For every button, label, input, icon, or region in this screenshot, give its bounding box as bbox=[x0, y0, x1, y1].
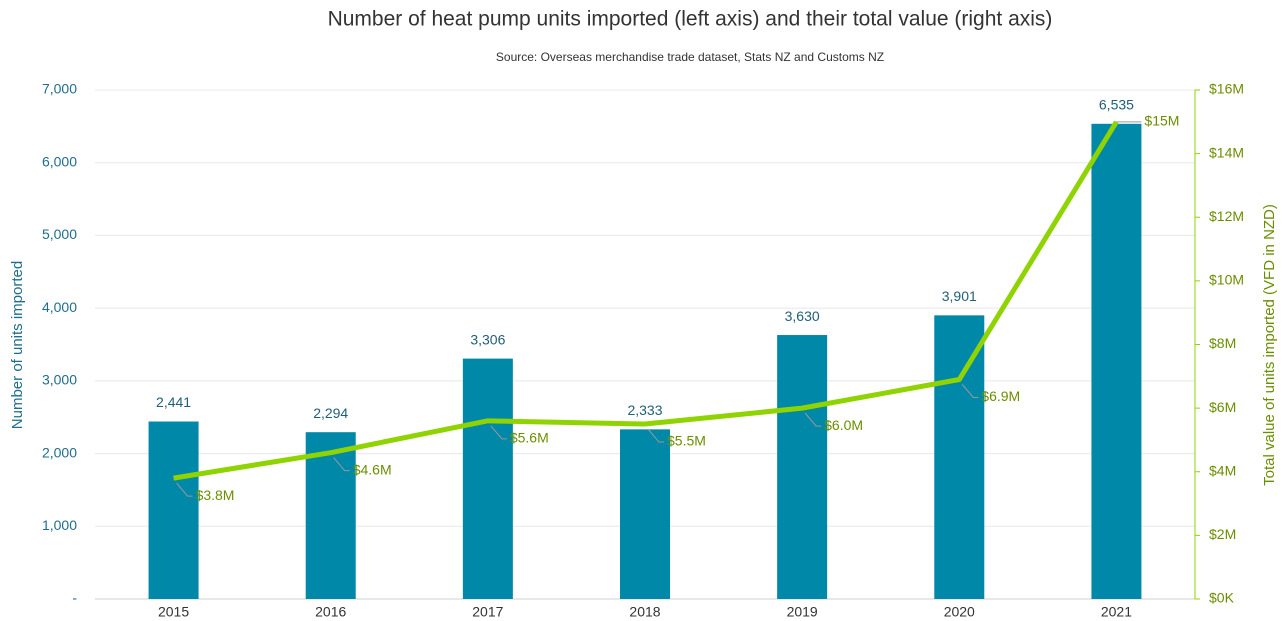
line-value-label: $6.9M bbox=[981, 388, 1020, 404]
bar bbox=[148, 421, 199, 599]
line-value-label: $4.6M bbox=[353, 461, 392, 477]
bar-value-label: 6,535 bbox=[1099, 97, 1134, 113]
chart-title: Number of heat pump units imported (left… bbox=[328, 8, 1053, 31]
bar-value-label: 3,306 bbox=[470, 331, 505, 347]
bar bbox=[934, 315, 985, 599]
y-tick-label: 6,000 bbox=[42, 153, 77, 169]
x-tick-label: 2016 bbox=[315, 604, 346, 620]
leader-line bbox=[333, 457, 350, 472]
y-tick-label: 4,000 bbox=[42, 299, 77, 315]
line-value-label: $5.6M bbox=[510, 430, 549, 446]
x-tick-label: 2020 bbox=[944, 604, 975, 620]
bar-value-label: 2,294 bbox=[313, 405, 348, 421]
y2-tick-label: $14M bbox=[1209, 144, 1244, 160]
leader-line bbox=[804, 412, 822, 427]
line-value-label: $5.5M bbox=[667, 433, 706, 449]
y-tick-label: 1,000 bbox=[42, 517, 77, 533]
bar-value-label: 3,901 bbox=[942, 288, 977, 304]
bar bbox=[777, 335, 828, 599]
leader-line bbox=[176, 482, 193, 497]
line bbox=[173, 120, 1119, 481]
chart-subtitle: Source: Overseas merchandise trade datas… bbox=[496, 50, 884, 64]
y-tick-label: - bbox=[72, 590, 77, 606]
bar-value-label: 3,630 bbox=[785, 308, 820, 324]
x-tick-label: 2019 bbox=[787, 604, 818, 620]
bar bbox=[305, 432, 356, 599]
bar bbox=[620, 429, 670, 599]
x-tick-label: 2018 bbox=[629, 604, 660, 620]
y2-tick-label: $16M bbox=[1209, 81, 1244, 97]
bar bbox=[1091, 123, 1142, 600]
leader-line bbox=[961, 384, 979, 398]
y-tick-label: 2,000 bbox=[42, 444, 77, 460]
y-tick-label: 3,000 bbox=[42, 372, 77, 388]
bar-value-label: 2,333 bbox=[627, 402, 662, 418]
y-axis-title: Number of units imported bbox=[9, 261, 26, 429]
bar bbox=[462, 358, 513, 599]
x-tick-label: 2015 bbox=[158, 604, 189, 620]
y2-tick-label: $6M bbox=[1209, 399, 1236, 415]
y2-tick-label: $4M bbox=[1209, 462, 1236, 478]
y2-tick-label: $12M bbox=[1209, 208, 1244, 224]
bar-value-label: 2,441 bbox=[156, 394, 191, 410]
y2-axis-title: Total value of units imported (VFD in NZ… bbox=[1261, 204, 1278, 486]
x-tick-label: 2017 bbox=[472, 604, 503, 620]
line-value-label: $3.8M bbox=[196, 487, 235, 503]
leader-line bbox=[647, 428, 664, 443]
y2-tick-label: $2M bbox=[1209, 526, 1236, 542]
y2-tick-label: $8M bbox=[1209, 335, 1236, 351]
line-value-label: $15M bbox=[1144, 113, 1179, 129]
y-tick-label: 7,000 bbox=[42, 81, 77, 97]
x-tick-label: 2021 bbox=[1101, 604, 1132, 620]
y-tick-label: 5,000 bbox=[42, 226, 77, 242]
line-value-label: $6.0M bbox=[824, 417, 863, 433]
y2-tick-label: $0K bbox=[1209, 590, 1235, 606]
y2-tick-label: $10M bbox=[1209, 272, 1244, 288]
leader-line bbox=[490, 425, 507, 440]
